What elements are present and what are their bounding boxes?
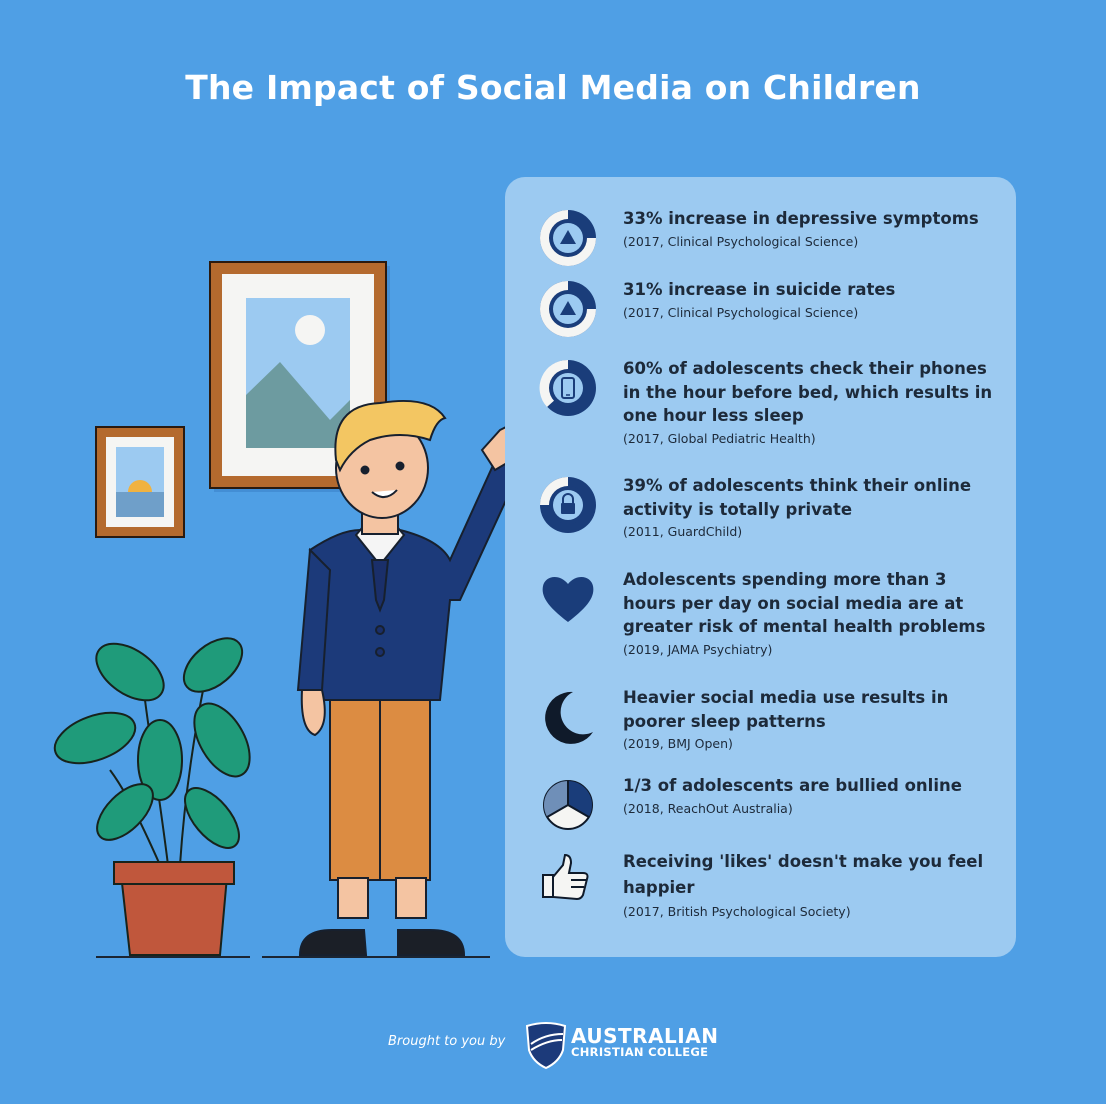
stat-source: (2017, Clinical Psychological Science) [623,304,859,320]
stat-text: Receiving 'likes' doesn't make you feel … [623,852,984,897]
stat-source: (2011, GuardChild) [623,524,743,539]
stat-source: (2018, ReachOut Australia) [623,800,793,816]
shield-logo-icon [525,1022,567,1070]
warning-ring-icon [540,281,596,337]
heart-icon [542,577,594,622]
stat-source: (2019, JAMA Psychiatry) [623,641,773,657]
small-picture-frame [95,426,185,538]
warning-ring-icon [540,210,596,266]
stat-text: Heavier social media use results in poor… [623,688,949,731]
brought-to-you-text: Brought to you by [388,1034,506,1049]
potted-plant [53,637,251,956]
stat-source: (2019, BMJ Open) [623,736,733,751]
logo-line1: AUSTRALIAN [571,1024,719,1048]
stat-text: 60% of adolescents check their phones in… [623,359,993,425]
stat-text: 39% of adolescents think their online ac… [623,476,972,519]
stat-source: (2017, Global Pediatric Health) [623,430,816,446]
stat-text: 1/3 of adolescents are bullied online [623,776,962,795]
stat-text: 33% increase in depressive symptoms [623,209,979,228]
thumbs-up-icon [542,853,589,901]
stats-panel: 33% increase in depressive symptoms (201… [505,177,1016,957]
stat-text: Adolescents spending more than 3 hours p… [623,570,986,636]
page-title: The Impact of Social Media on Children [185,68,921,107]
pie-icon [543,780,593,830]
logo-line2: CHRISTIAN COLLEGE [571,1045,709,1059]
moon-icon [545,691,593,744]
lock-ring-icon [540,477,596,533]
phone-ring-icon [539,359,596,416]
stat-source: (2017, British Psychological Society) [623,904,851,919]
stat-source: (2017, Clinical Psychological Science) [623,233,859,249]
large-picture-frame [209,261,390,492]
stat-text: 31% increase in suicide rates [623,280,896,299]
